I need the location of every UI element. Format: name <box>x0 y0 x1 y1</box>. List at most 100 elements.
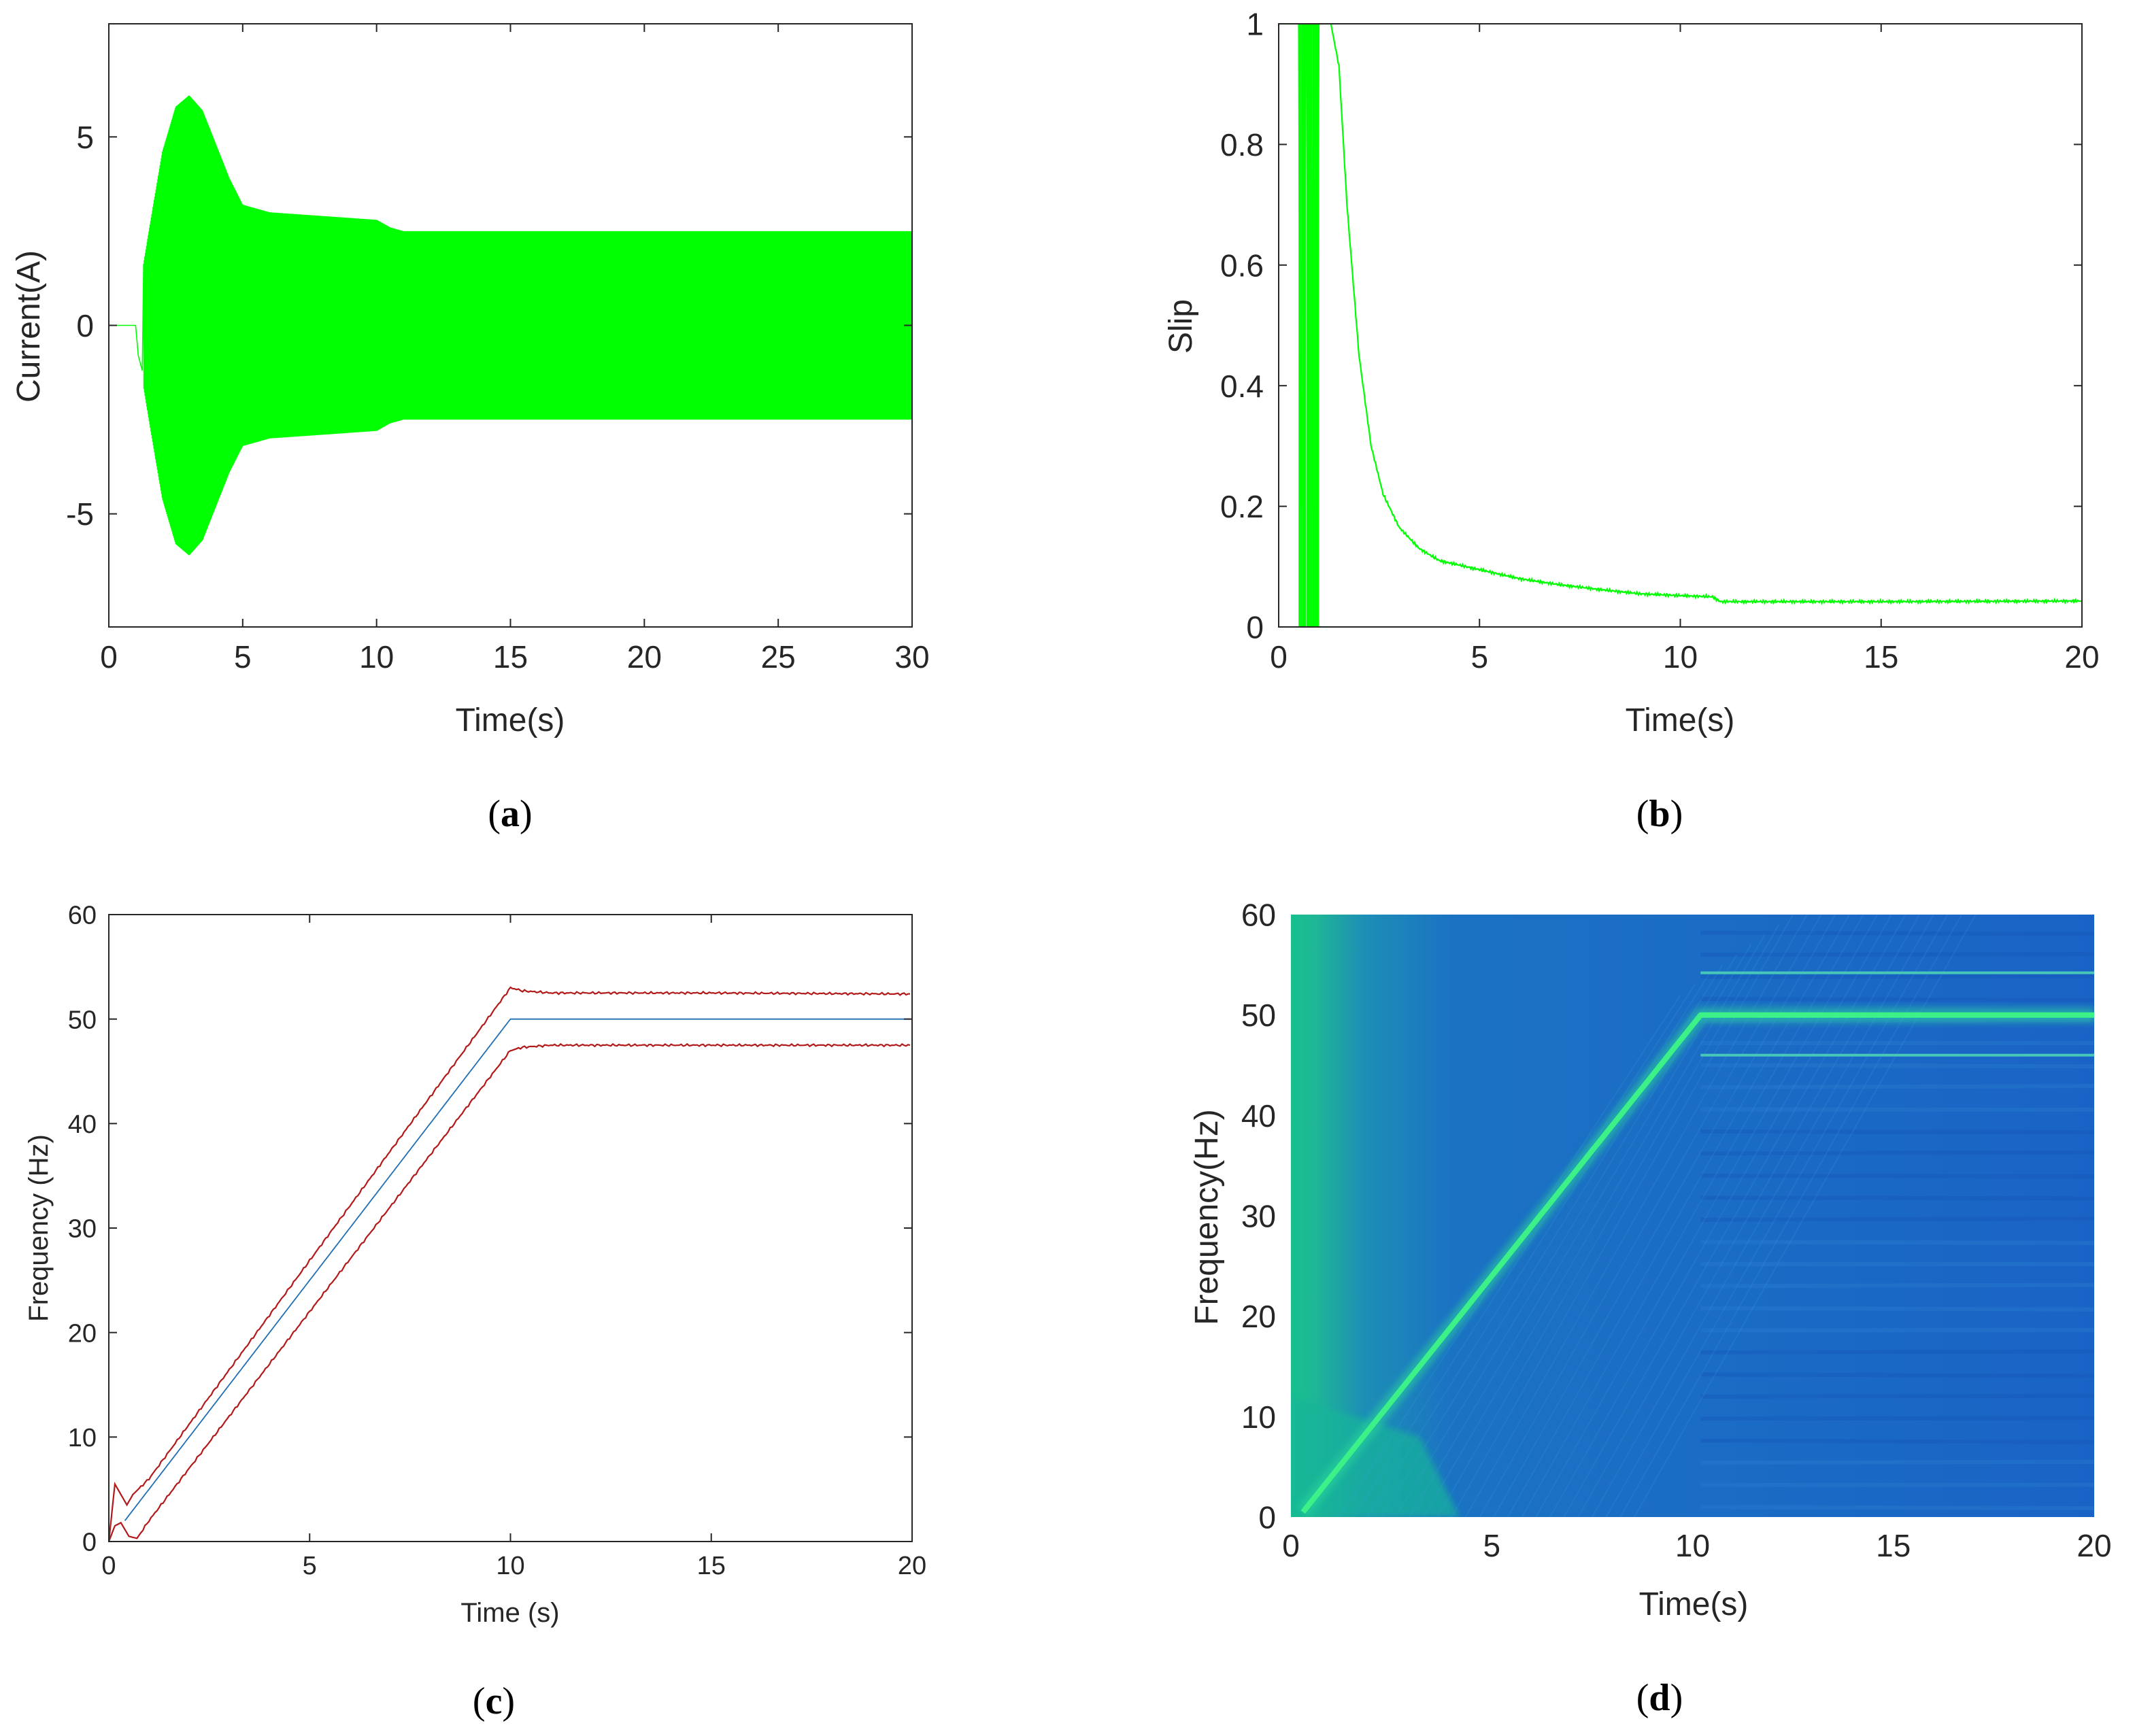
y-tick-label: 5 <box>76 120 94 155</box>
caption-d: (d) <box>1636 1677 1683 1719</box>
y-tick-label: 30 <box>1241 1199 1276 1234</box>
y-tick-label: 60 <box>1241 898 1276 933</box>
y-tick-label: 10 <box>1241 1399 1276 1435</box>
x-tick-label: 30 <box>894 639 929 675</box>
caption-b: (b) <box>1636 793 1683 835</box>
y-axis-label-a: Current(A) <box>11 250 47 403</box>
x-tick-label: 15 <box>1876 1528 1911 1563</box>
x-tick-label: 20 <box>2077 1528 2111 1563</box>
spectrogram-low-energy-region <box>1291 1396 1460 1517</box>
spectrogram-texture-band <box>1700 1438 2094 1444</box>
spectrogram-texture-band <box>1700 1195 2094 1201</box>
spectrogram-texture-band <box>1700 930 2094 936</box>
x-ticks-c: 0 5 10 15 20 <box>101 915 926 1580</box>
y-tick-label: 0 <box>76 308 94 343</box>
spectrogram-texture-band <box>1700 1306 2094 1312</box>
spectrogram-streak <box>1423 934 1766 1517</box>
spectrogram-texture-band <box>1700 1416 2094 1421</box>
spectrogram-texture-band <box>1700 952 2094 957</box>
spectrogram-texture-band <box>1700 1372 2094 1378</box>
slip-plot <box>1279 24 2082 627</box>
spectrogram-texture-band <box>1700 1063 2094 1069</box>
x-tick-label: 10 <box>359 639 394 675</box>
x-tick-label: 10 <box>1675 1528 1710 1563</box>
x-tick-label: 15 <box>1864 639 1898 675</box>
spectrogram-texture-band <box>1700 1084 2094 1089</box>
x-tick-label: 0 <box>101 1552 116 1580</box>
caption-a: (a) <box>488 793 532 835</box>
x-tick-label: 20 <box>627 639 662 675</box>
caption-d-letter: d <box>1649 1677 1670 1719</box>
y-axis-label-d: Frequency(Hz) <box>1189 1109 1225 1325</box>
x-tick-label: 15 <box>493 639 528 675</box>
caption-b-letter: b <box>1649 793 1670 835</box>
y-tick-label: 50 <box>1241 998 1276 1033</box>
panel-a-current: 0 5 10 15 20 25 30 -5 0 5 Time(s) Current(A) (a) <box>11 23 930 835</box>
y-tick-label: 0.8 <box>1220 127 1264 163</box>
x-ticks-b: 0 5 10 15 20 <box>1270 24 2100 675</box>
y-ticks-b: 0 0.2 0.4 0.6 0.8 1 <box>1220 7 2082 645</box>
series-line-upper-sideband <box>109 986 911 1542</box>
y-tick-label: 0 <box>1258 1500 1276 1535</box>
y-tick-label: 0.2 <box>1220 489 1264 524</box>
y-tick-label: 10 <box>68 1424 97 1452</box>
y-tick-label: 20 <box>1241 1299 1276 1334</box>
frequency-lines <box>109 986 911 1542</box>
spectrogram-texture-band <box>1700 1129 2094 1135</box>
x-axis-label-b: Time(s) <box>1626 702 1735 738</box>
y-axis-label-b: Slip <box>1163 299 1199 354</box>
y-ticks-c: 0 10 20 30 40 50 60 <box>68 902 912 1557</box>
x-tick-label: 0 <box>1270 639 1288 675</box>
spectrogram-streak <box>1352 984 1696 1517</box>
series-line-supply-frequency <box>124 1018 910 1521</box>
y-tick-label: 0.4 <box>1220 369 1264 404</box>
y-tick-label: 40 <box>1241 1098 1276 1134</box>
axes-frame-b <box>1278 23 2083 628</box>
x-tick-label: 20 <box>898 1552 926 1580</box>
panel-b-slip: 0 5 10 15 20 0 0.2 0.4 0.6 0.8 1 Time(s) Slip (b) <box>1163 7 2100 835</box>
x-tick-label: 5 <box>1483 1528 1500 1563</box>
spectrogram-streak <box>1409 944 1751 1517</box>
x-tick-label: 5 <box>303 1552 317 1580</box>
spectrogram-texture-band <box>1700 1459 2094 1465</box>
x-axis-label-c: Time (s) <box>460 1598 559 1628</box>
x-axis-label-d: Time(s) <box>1639 1586 1749 1622</box>
x-tick-label: 5 <box>1470 639 1488 675</box>
y-tick-label: 1 <box>1246 7 1264 42</box>
spectrogram-texture-band <box>1700 997 2094 1002</box>
spectrogram-streak <box>1436 924 1780 1517</box>
axes-frame-c <box>108 914 913 1542</box>
panel-c-frequency: 0 5 10 15 20 0 10 20 30 40 50 60 Time (s) Frequenc… <box>24 902 926 1722</box>
x-tick-label: 5 <box>234 639 252 675</box>
panel-d-spectrogram: 0 5 10 15 20 0 10 20 30 40 50 60 Time(s) Frequency… <box>1189 898 2112 1719</box>
ridge-line-fundamental <box>1300 1012 2094 1514</box>
spectrogram-image <box>1291 915 2094 1517</box>
x-tick-label: 20 <box>2064 639 2099 675</box>
caption-c-letter: c <box>486 1680 503 1722</box>
y-ticks-d: 0 10 20 30 40 50 60 <box>1241 898 1276 1535</box>
y-tick-label: 50 <box>68 1006 97 1034</box>
spectrogram-texture-band <box>1700 1216 2094 1222</box>
y-tick-label: 30 <box>68 1215 97 1244</box>
y-tick-label: 20 <box>68 1319 97 1348</box>
y-ticks-a: -5 0 5 <box>66 120 912 532</box>
y-axis-label-c: Frequency (Hz) <box>24 1134 54 1322</box>
spectrogram-texture-band <box>1700 1393 2094 1399</box>
caption-c: (c) <box>473 1680 515 1722</box>
current-waveform <box>109 95 912 556</box>
y-tick-label: -5 <box>66 496 94 532</box>
x-ticks-a: 0 5 10 15 20 25 30 <box>100 24 930 675</box>
spectrogram-texture-band <box>1700 1282 2094 1289</box>
slip-series-line <box>1279 24 2082 605</box>
series-line-lower-sideband <box>109 1042 911 1542</box>
x-ticks-d: 0 5 10 15 20 <box>1282 1528 2111 1563</box>
y-tick-label: 0 <box>1246 610 1264 645</box>
spectrogram-texture-band <box>1700 1505 2094 1510</box>
x-axis-label-a: Time(s) <box>456 702 565 738</box>
y-tick-label: 60 <box>68 902 97 930</box>
spectrogram-texture-band <box>1700 1240 2094 1245</box>
x-tick-label: 0 <box>100 639 118 675</box>
y-tick-label: 40 <box>68 1110 97 1139</box>
spectrogram-texture-band <box>1700 1150 2094 1156</box>
